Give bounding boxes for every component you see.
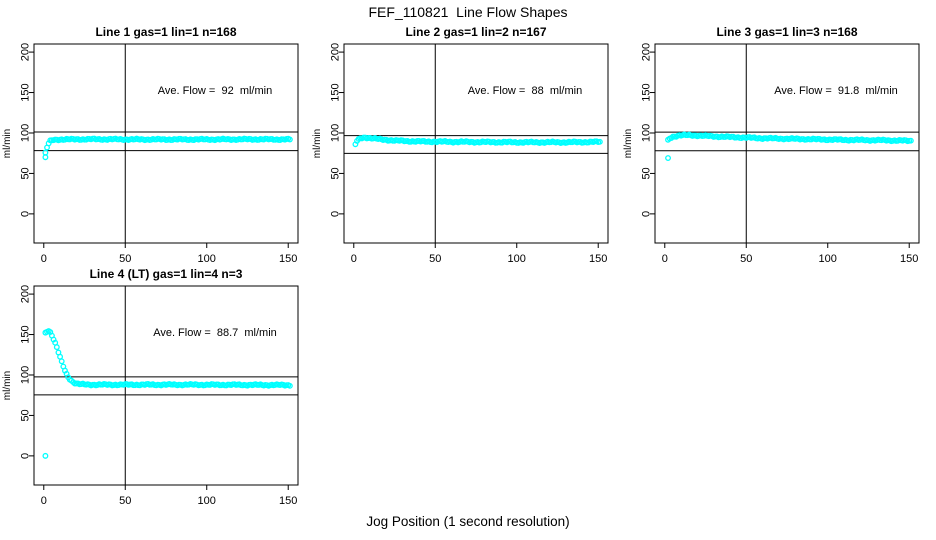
y-tick-label: 150 (330, 83, 342, 101)
x-tick-label: 150 (900, 253, 918, 265)
panel-title-line3: Line 3 gas=1 lin=3 n=168 (716, 25, 858, 39)
y-tick-label: 50 (641, 167, 653, 179)
y-tick-label: 50 (20, 167, 32, 179)
x-tick-label: 150 (279, 495, 297, 507)
figure-title: FEF_110821 Line Flow Shapes (368, 4, 568, 20)
y-tick-label: 150 (641, 83, 653, 101)
data-point (907, 137, 914, 144)
y-tick-label: 200 (20, 285, 32, 303)
y-tick-label: 50 (330, 167, 342, 179)
y-tick-label: 200 (641, 43, 653, 61)
y-tick-label: 100 (330, 124, 342, 142)
plot-area-line2: 0 50 100 150 0 50 100 150 200 ml/min (312, 43, 609, 265)
panel-title-line4: Line 4 (LT) gas=1 lin=4 n=3 (89, 267, 243, 281)
y-tick-label: 50 (20, 409, 32, 421)
data-point (286, 136, 293, 143)
plot-box (654, 43, 920, 244)
outlier-point (42, 154, 49, 161)
y-tick-label: 0 (330, 211, 342, 217)
ave-flow-annotation-line1: Ave. Flow = 92 ml/min (157, 85, 273, 97)
x-tick-label: 50 (429, 253, 441, 265)
plot-area-line1: 0 50 100 150 0 50 100 150 200 ml/min (2, 43, 299, 265)
y-tick-label: 200 (330, 43, 342, 61)
plot-box (33, 285, 299, 486)
y-axis-label: ml/min (2, 129, 13, 158)
x-tick-label: 100 (198, 253, 216, 265)
y-tick-label: 100 (641, 124, 653, 142)
plot-box (343, 43, 609, 244)
x-tick-label: 150 (279, 253, 297, 265)
x-tick-label: 0 (41, 253, 47, 265)
outlier-point (42, 452, 49, 459)
x-tick-label: 100 (819, 253, 837, 265)
x-tick-label: 0 (351, 253, 357, 265)
x-tick-label: 0 (662, 253, 668, 265)
x-tick-label: 150 (589, 253, 607, 265)
y-tick-label: 100 (20, 124, 32, 142)
x-tick-label: 100 (508, 253, 526, 265)
panel-title-line2: Line 2 gas=1 lin=2 n=167 (405, 25, 547, 39)
y-tick-label: 0 (20, 453, 32, 459)
ave-flow-annotation-line3: Ave. Flow = 91.8 ml/min (774, 85, 898, 97)
data-point (596, 138, 603, 145)
x-tick-label: 50 (119, 253, 131, 265)
x-axis-title: Jog Position (1 second resolution) (366, 514, 570, 529)
y-tick-label: 0 (641, 211, 653, 217)
x-tick-label: 0 (41, 495, 47, 507)
y-tick-label: 200 (20, 43, 32, 61)
y-tick-label: 150 (20, 83, 32, 101)
y-tick-label: 100 (20, 366, 32, 384)
data-point (286, 382, 293, 389)
y-axis-label: ml/min (623, 129, 634, 158)
ave-flow-annotation-line2: Ave. Flow = 88 ml/min (467, 85, 583, 97)
y-axis-label: ml/min (312, 129, 323, 158)
outlier-point (665, 155, 671, 162)
panel-title-line1: Line 1 gas=1 lin=1 n=168 (95, 25, 237, 39)
ave-flow-annotation-line4: Ave. Flow = 88.7 ml/min (153, 327, 277, 339)
data-point (58, 358, 65, 365)
plot-area-line3: 0 50 100 150 0 50 100 150 200 ml/min (623, 43, 920, 265)
plot-box (33, 43, 299, 244)
x-tick-label: 50 (740, 253, 752, 265)
x-tick-label: 50 (119, 495, 131, 507)
y-tick-label: 0 (20, 211, 32, 217)
y-tick-label: 150 (20, 325, 32, 343)
y-axis-label: ml/min (2, 371, 13, 400)
x-tick-label: 100 (198, 495, 216, 507)
plot-area-line4: 0 50 100 150 0 50 100 150 200 ml/min (2, 285, 299, 507)
data-point (53, 344, 60, 351)
